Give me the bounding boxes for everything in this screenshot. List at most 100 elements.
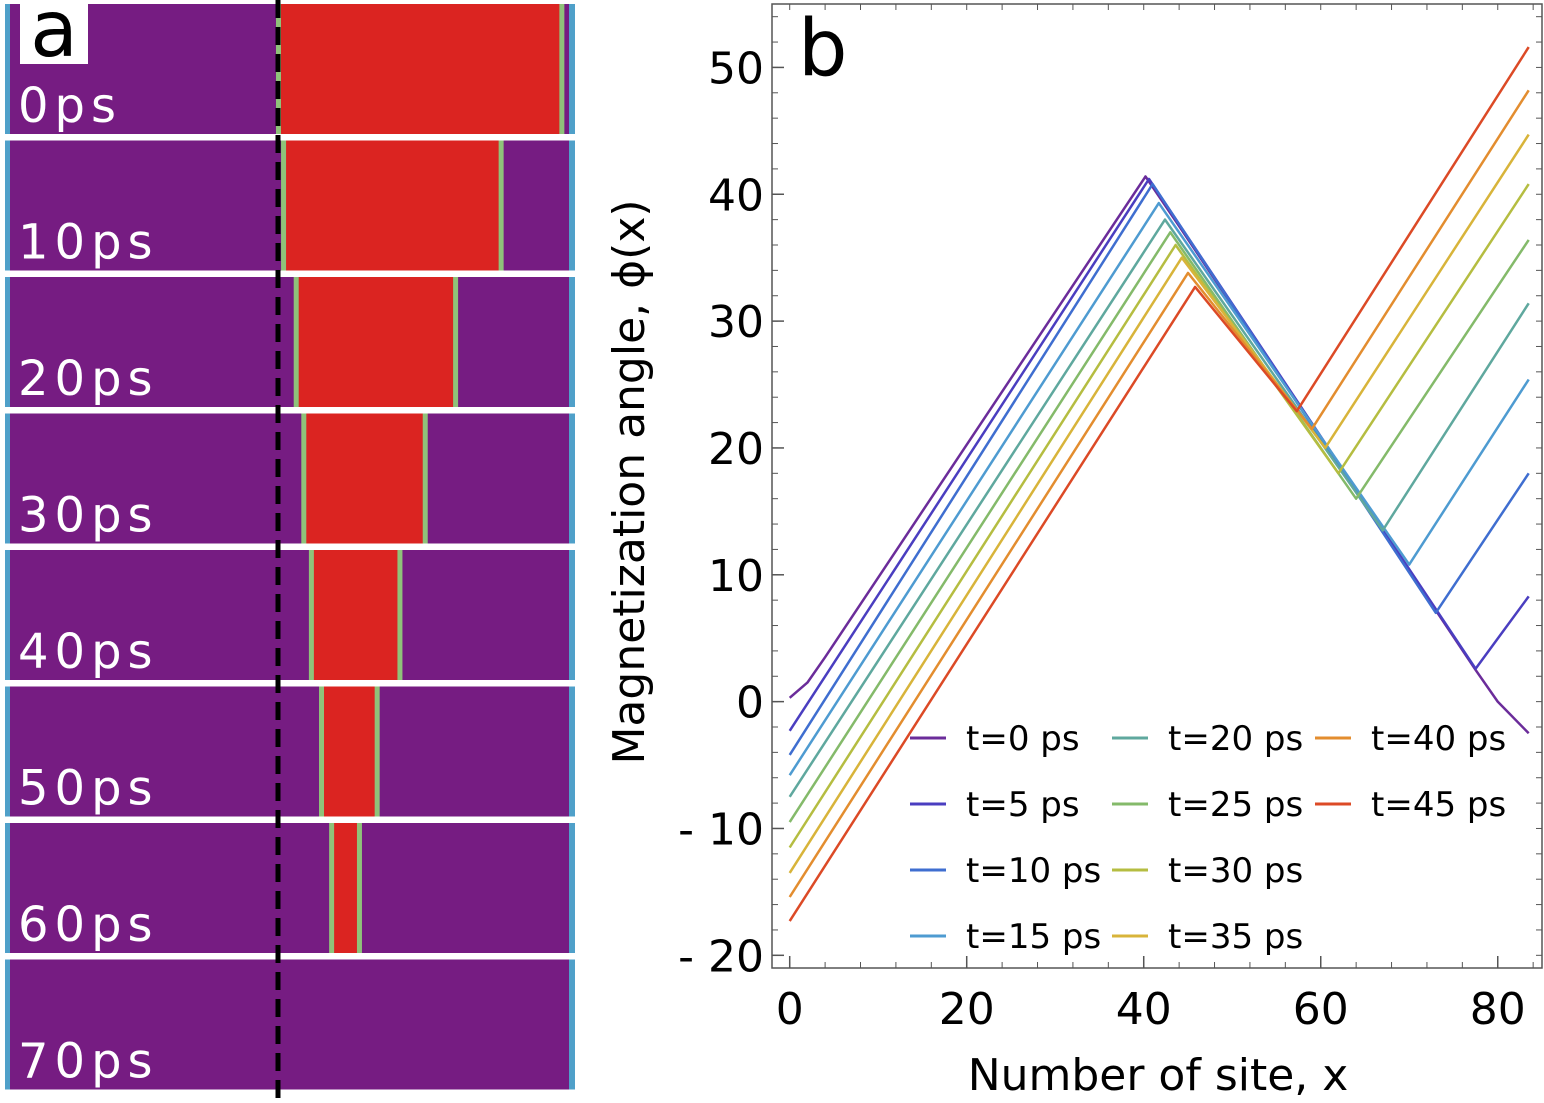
- strip-time-label: 60ps: [18, 897, 159, 953]
- strip-time-label: 20ps: [18, 351, 159, 407]
- strip-right-edge: [569, 413, 575, 544]
- series-lines: [788, 46, 1530, 922]
- domain-wall-left: [319, 686, 325, 817]
- y-tick-label: - 10: [678, 804, 764, 855]
- reversed-domain: [278, 4, 562, 134]
- y-tick-label: 0: [736, 678, 764, 729]
- x-tick-label: 0: [776, 984, 804, 1035]
- strip-background: [8, 277, 572, 407]
- axis-ticks: 0 20 40 60 80 - 20 - 10 0 10 20 30 40 50: [678, 4, 1542, 1035]
- plot-border: [771, 3, 1543, 969]
- legend-entry: t=35 ps: [1168, 917, 1303, 957]
- domain-wall-left: [329, 823, 335, 953]
- x-tick-label: 60: [1293, 984, 1349, 1035]
- snapshot-strip: 30ps: [5, 413, 575, 544]
- strip-right-edge: [569, 959, 575, 1090]
- spin-snapshot-figure: 0ps 10ps 20ps 30ps 40ps 50ps 60ps 70ps a: [5, 0, 575, 1099]
- strip-left-edge: [5, 140, 10, 271]
- y-tick-label: 20: [708, 424, 764, 475]
- series-line: [788, 46, 1530, 922]
- y-tick-label: 40: [708, 170, 764, 221]
- snapshot-strip: 60ps: [5, 823, 575, 953]
- snapshot-strip: 50ps: [5, 686, 575, 817]
- domain-wall-right: [397, 550, 403, 680]
- legend-entry: t=45 ps: [1371, 785, 1506, 825]
- strip-background: [8, 686, 572, 817]
- reversed-domain: [283, 140, 501, 271]
- snapshot-strip: 0ps: [5, 4, 575, 134]
- panel-a-label-box: [20, 0, 88, 64]
- reversed-domain: [310, 550, 400, 680]
- strip-right-edge: [569, 140, 575, 271]
- strip-right-edge: [569, 686, 575, 817]
- snapshot-strips: 0ps 10ps 20ps 30ps 40ps 50ps 60ps 70ps: [5, 4, 575, 1090]
- strip-background: [8, 959, 572, 1090]
- series-line: [788, 175, 1530, 735]
- strip-left-edge: [5, 959, 10, 1090]
- series-line: [788, 133, 1530, 874]
- strip-left-edge: [5, 413, 10, 544]
- y-tick-label: 10: [708, 551, 764, 602]
- strip-time-label: 0ps: [18, 78, 122, 134]
- domain-wall-right: [498, 140, 504, 271]
- series-line: [788, 89, 1530, 898]
- legend-entry: t=25 ps: [1168, 785, 1303, 825]
- x-tick-label: 20: [939, 984, 995, 1035]
- domain-wall-right: [422, 413, 428, 544]
- strip-time-label: 10ps: [18, 215, 159, 271]
- domain-wall-left: [293, 277, 299, 407]
- reversed-domain: [295, 277, 456, 407]
- strip-left-edge: [5, 550, 10, 680]
- x-tick-label: 40: [1116, 984, 1172, 1035]
- strip-right-edge: [569, 277, 575, 407]
- domain-wall-right: [356, 823, 362, 953]
- panel-a-label: a: [30, 0, 78, 75]
- legend-entry: t=20 ps: [1168, 719, 1303, 759]
- strip-time-label: 40ps: [18, 624, 159, 680]
- panel-b-label: b: [798, 4, 848, 94]
- strip-time-label: 30ps: [18, 488, 159, 544]
- plot-frame: [771, 3, 1543, 969]
- reversed-domain: [331, 823, 359, 953]
- y-tick-label: 50: [708, 43, 764, 94]
- panel-b-chart: 0 20 40 60 80 - 20 - 10 0 10 20 30 40 50 t=0 ps t=5 p…: [600, 0, 1544, 1101]
- strip-left-edge: [5, 823, 10, 953]
- strip-background: [8, 413, 572, 544]
- magnetization-angle-chart: 0 20 40 60 80 - 20 - 10 0 10 20 30 40 50 t=0 ps t=5 p…: [604, 3, 1543, 1101]
- strip-background: [8, 550, 572, 680]
- reversed-domain: [303, 413, 425, 544]
- series-line: [788, 218, 1530, 798]
- legend-entry: t=10 ps: [966, 851, 1101, 891]
- strip-time-label: 70ps: [18, 1034, 159, 1090]
- strip-left-edge: [5, 4, 10, 134]
- legend-entry: t=0 ps: [966, 719, 1080, 759]
- y-axis-label: Magnetization angle, ϕ(x): [604, 199, 655, 764]
- legend-entry: t=5 ps: [966, 785, 1080, 825]
- strip-right-edge: [569, 823, 575, 953]
- strip-background: [8, 823, 572, 953]
- snapshot-strip: 40ps: [5, 550, 575, 680]
- strip-left-edge: [5, 277, 10, 407]
- strip-right-edge: [569, 4, 575, 134]
- legend-entry: t=40 ps: [1371, 719, 1506, 759]
- panel-a-spin-snapshots: 0ps 10ps 20ps 30ps 40ps 50ps 60ps 70ps a: [0, 0, 600, 1099]
- domain-wall-right: [453, 277, 459, 407]
- strip-time-label: 50ps: [18, 761, 159, 817]
- x-axis-label: Number of site, x: [968, 1050, 1349, 1099]
- domain-wall-left: [301, 413, 307, 544]
- reversed-domain: [321, 686, 377, 817]
- snapshot-strip: 10ps: [5, 140, 575, 271]
- domain-wall-right: [374, 686, 380, 817]
- legend: t=0 ps t=5 ps t=10 ps t=15 ps t=20 ps t=25 ps…: [910, 719, 1506, 957]
- domain-wall-left: [308, 550, 314, 680]
- series-line: [788, 201, 1530, 776]
- legend-entry: t=15 ps: [966, 917, 1101, 957]
- y-tick-label: - 20: [678, 931, 764, 982]
- snapshot-strip: 20ps: [5, 277, 575, 407]
- y-tick-label: 30: [708, 297, 764, 348]
- snapshot-strip: 70ps: [5, 959, 575, 1090]
- x-tick-label: 80: [1470, 984, 1526, 1035]
- strip-right-edge: [569, 550, 575, 680]
- domain-wall-left: [281, 140, 287, 271]
- domain-wall-right: [559, 4, 565, 134]
